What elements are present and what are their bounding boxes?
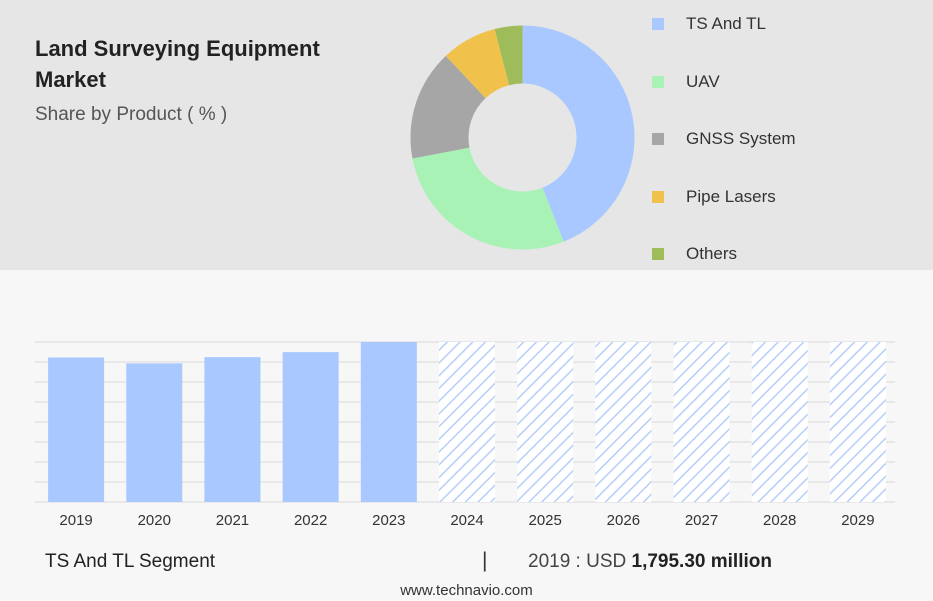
legend-label-uav: UAV bbox=[686, 71, 720, 91]
x-tick-label-2023: 2023 bbox=[372, 512, 405, 529]
bar-2024 bbox=[439, 342, 495, 502]
footer-value: 2019 : USD 1,795.30 million bbox=[528, 551, 772, 573]
donut-slice-gnss-system bbox=[410, 55, 486, 159]
chart-subtitle: Share by Product ( % ) bbox=[35, 104, 228, 125]
legend-item-pipe-lasers: Pipe Lasers bbox=[652, 185, 776, 209]
bar-chart: 2019 2020 2021 2022 2023 2024 2025 2026 2027 2028… bbox=[35, 341, 895, 529]
legend-swatch-pipe-lasers bbox=[652, 190, 664, 203]
x-tick-label-2026: 2026 bbox=[607, 512, 640, 529]
legend-label-ts-and-tl: TS And TL bbox=[686, 14, 767, 33]
bar-2028 bbox=[751, 342, 808, 502]
legend-swatch-others bbox=[652, 248, 664, 260]
footer-segment: TS And TL Segment bbox=[45, 551, 216, 572]
x-tick-label-2021: 2021 bbox=[216, 512, 249, 529]
bar-2019 bbox=[48, 357, 105, 502]
legend-label-pipe-lasers: Pipe Lasers bbox=[686, 186, 776, 206]
bar-2026 bbox=[595, 342, 652, 502]
footer-url[interactable]: www.technavio.com bbox=[400, 582, 533, 599]
bar-2027 bbox=[673, 342, 730, 502]
x-tick-label-2022: 2022 bbox=[294, 512, 327, 529]
legend-item-gnss-system: GNSS System bbox=[652, 127, 796, 151]
bar-2029 bbox=[829, 342, 886, 502]
donut-chart bbox=[410, 25, 635, 250]
x-tick-label-2027: 2027 bbox=[685, 512, 718, 529]
legend-item-uav: UAV bbox=[652, 70, 720, 94]
bar-2025 bbox=[517, 342, 574, 502]
bar-2022 bbox=[282, 352, 339, 502]
footer-divider: | bbox=[482, 549, 488, 572]
x-tick-label-2029: 2029 bbox=[841, 512, 874, 529]
legend-label-gnss-system: GNSS System bbox=[686, 129, 796, 148]
x-tick-label-2019: 2019 bbox=[59, 512, 92, 529]
donut-slice-ts-and-tl bbox=[522, 25, 635, 242]
x-tick-label-2028: 2028 bbox=[763, 512, 796, 529]
bar-2021 bbox=[204, 357, 261, 502]
x-tick-label-2025: 2025 bbox=[528, 512, 561, 529]
footer-value-amount: 1,795.30 million bbox=[631, 551, 772, 572]
donut-slice-others bbox=[494, 25, 523, 86]
legend-swatch-uav bbox=[652, 75, 664, 88]
legend-item-others: Others bbox=[652, 242, 737, 266]
footer-year-label: 2019 : USD bbox=[528, 551, 627, 572]
donut-slice-pipe-lasers bbox=[445, 29, 510, 99]
legend-swatch-gnss-system bbox=[652, 133, 664, 145]
x-tick-label-2020: 2020 bbox=[138, 512, 171, 529]
x-tick-label-2024: 2024 bbox=[450, 512, 483, 529]
legend-item-ts-and-tl: TS And TL bbox=[652, 12, 766, 36]
legend-swatch-ts-and-tl bbox=[652, 18, 664, 30]
chart-title: Land Surveying Equipment Market bbox=[35, 36, 320, 92]
bar-2023 bbox=[360, 342, 417, 502]
bar-2020 bbox=[126, 363, 183, 502]
legend-label-others: Others bbox=[686, 244, 738, 263]
donut-slice-uav bbox=[412, 147, 564, 250]
